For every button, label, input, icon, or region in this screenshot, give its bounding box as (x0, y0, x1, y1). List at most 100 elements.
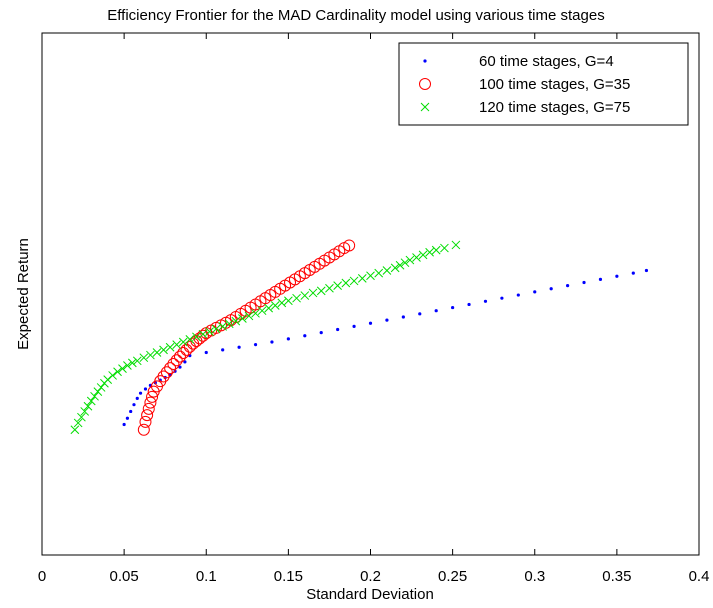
data-point (144, 396, 157, 409)
data-point (221, 348, 225, 352)
data-point (173, 350, 186, 363)
data-point (146, 350, 155, 360)
data-point (143, 387, 148, 391)
data-point (385, 318, 389, 322)
data-point (451, 305, 455, 310)
data-point (70, 425, 80, 435)
data-point (132, 356, 142, 366)
legend-item: 120 time stages, G=75 (420, 99, 630, 116)
data-point (631, 271, 635, 275)
data-point (533, 290, 537, 294)
data-point (125, 416, 130, 420)
data-point (138, 391, 143, 395)
data-point (167, 357, 180, 370)
data-point (270, 301, 280, 310)
data-point (277, 298, 287, 308)
data-point (400, 258, 410, 268)
series-3 (70, 240, 461, 435)
data-point (374, 268, 384, 278)
data-point (165, 342, 175, 352)
data-point (431, 245, 441, 255)
data-point (325, 283, 334, 293)
data-point (180, 343, 193, 356)
x-axis-label: Standard Deviation (306, 586, 434, 603)
y-axis-label: Expected Return (15, 238, 32, 350)
data-point (177, 346, 190, 359)
data-point (368, 321, 373, 325)
legend-label: 120 time stages, G=75 (479, 99, 630, 116)
data-point (549, 287, 553, 291)
data-point (205, 327, 214, 336)
data-point (500, 296, 504, 300)
data-point (418, 312, 422, 316)
data-point (418, 250, 428, 260)
data-point (366, 271, 375, 281)
data-point (183, 360, 187, 364)
data-series (70, 239, 649, 436)
legend-marker (423, 59, 427, 63)
data-point (96, 383, 106, 392)
x-tick-label: 0.25 (438, 568, 467, 585)
data-point (86, 396, 96, 406)
data-point (139, 415, 152, 428)
x-tick-label: 0.35 (602, 568, 631, 585)
data-point (440, 243, 449, 253)
data-point (129, 409, 133, 414)
data-point (170, 354, 183, 367)
data-point (178, 365, 182, 369)
data-point (300, 291, 310, 300)
x-tick-label: 0.3 (524, 568, 545, 585)
data-point (157, 370, 170, 383)
x-tick-label: 0.2 (360, 568, 381, 585)
data-point (137, 423, 150, 436)
legend-marker (419, 78, 431, 90)
data-point (132, 403, 136, 407)
data-point (237, 345, 241, 349)
legend-label: 60 time stages, G=4 (479, 53, 614, 70)
data-point (434, 309, 438, 313)
data-point (292, 293, 301, 303)
data-point (516, 293, 520, 297)
data-point (113, 367, 122, 377)
legend-box (398, 42, 689, 126)
data-point (172, 340, 182, 349)
data-point (412, 253, 421, 262)
data-point (185, 335, 195, 344)
legend: 60 time stages, G=4 100 time stages, G=35… (398, 42, 689, 126)
data-point (123, 361, 132, 370)
data-point (73, 418, 83, 428)
data-point (141, 409, 154, 422)
data-point (103, 375, 113, 384)
data-point (357, 273, 367, 283)
data-point (204, 350, 208, 355)
data-point (231, 316, 241, 326)
x-tick-label: 0.1 (196, 568, 217, 585)
data-point (615, 274, 619, 278)
legend-marker (420, 102, 430, 112)
data-point (159, 345, 168, 355)
data-point (135, 396, 139, 400)
data-point (644, 268, 649, 273)
data-point (80, 407, 90, 416)
x-tick-label: 0.4 (689, 568, 710, 585)
x-tick-label: 0.15 (274, 568, 303, 585)
data-point (401, 315, 405, 319)
data-point (164, 362, 177, 375)
data-point (598, 277, 603, 281)
data-point (118, 364, 127, 373)
data-point (336, 327, 340, 332)
chart-title: Efficiency Frontier for the MAD Cardinal… (107, 7, 604, 24)
data-point (352, 324, 356, 328)
data-point (127, 358, 137, 368)
data-point (152, 348, 162, 357)
data-point (218, 322, 228, 331)
legend-item: 100 time stages, G=35 (419, 76, 630, 93)
data-point (192, 332, 201, 342)
data-point (244, 311, 254, 321)
data-point (77, 412, 86, 422)
x-axis: 0 0.05 0.1 0.15 0.2 0.25 0.3 0.35 0.4 (38, 33, 710, 585)
data-point (333, 281, 343, 291)
data-point (93, 387, 103, 396)
data-point (390, 263, 400, 273)
data-point (253, 343, 258, 347)
